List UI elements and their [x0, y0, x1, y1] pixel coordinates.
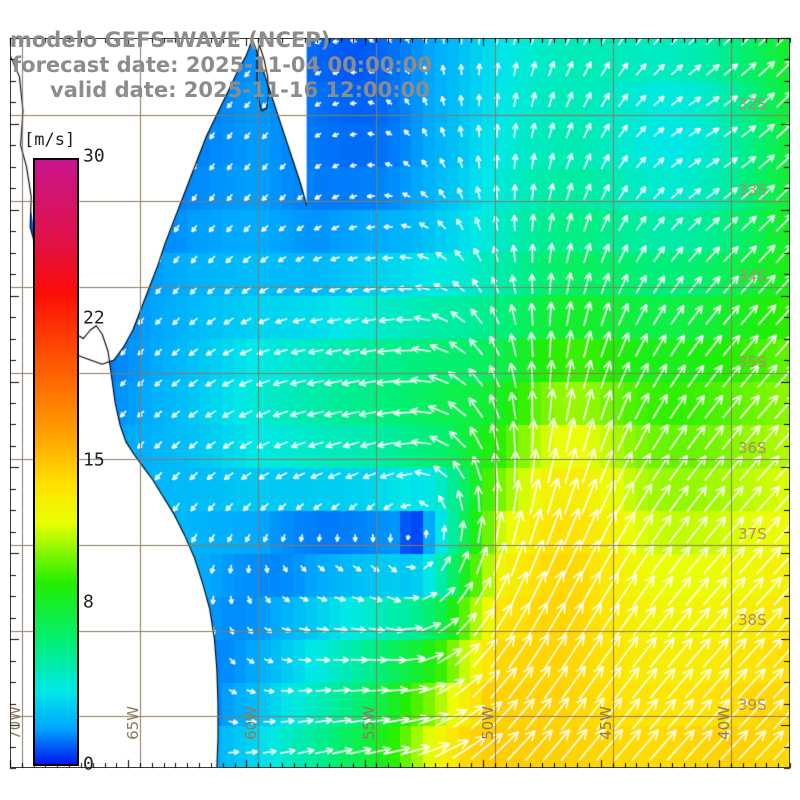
colorbar-tick-15: 15	[83, 449, 105, 471]
colorbar-tick-8: 8	[83, 591, 94, 613]
colorbar-gradient	[33, 158, 79, 766]
colorbar-tick-30: 30	[83, 145, 105, 167]
colorbar-tick-22: 22	[83, 307, 105, 329]
colorbar-unit-label: [m/s]	[24, 130, 76, 150]
map-plot-area[interactable]: 70W 65W 60W 55W 50W 45W 40W 32S 33S 34S 35S 36S 37S…	[10, 38, 790, 768]
colorbar[interactable]	[33, 158, 79, 766]
graticule-canvas	[10, 38, 790, 768]
colorbar-tick-0: 0	[83, 753, 94, 775]
